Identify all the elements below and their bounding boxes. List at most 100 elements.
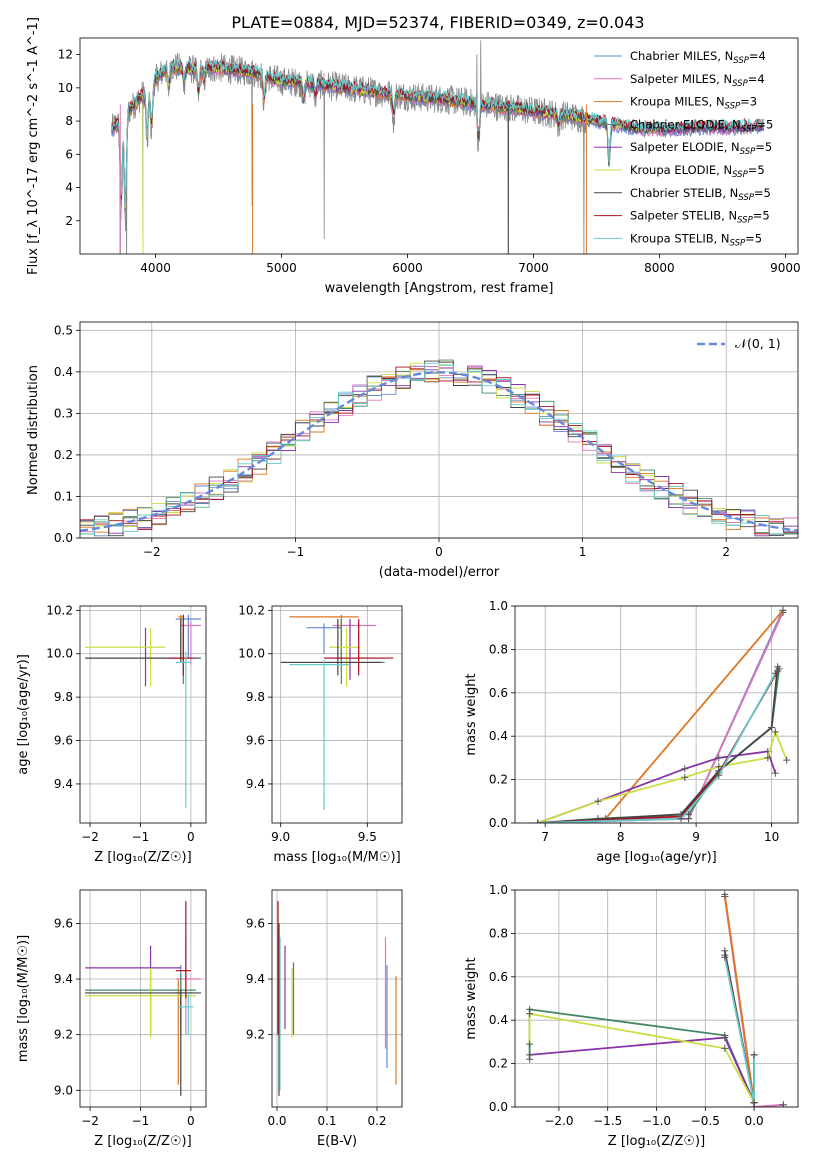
plot-area (80, 359, 798, 537)
plus-marker (750, 1051, 758, 1059)
plot-area (526, 890, 787, 1107)
legend-label: Kroupa STELIB, NSSP=5 (630, 231, 762, 248)
panel-mass-weight-vs-metallicity: −2.0 −1.5 −1.0 −0.5 0.0 0.0 0.2 0.4 0.6 0.8 1.0 Z [… (464, 883, 799, 1149)
plus-marker (771, 728, 779, 736)
x-axis-label: age [log₁₀(age/yr)] (596, 850, 717, 865)
legend-label-value: =5 (748, 163, 765, 177)
y-tick-label: 0.4 (489, 1013, 508, 1027)
legend-label: 𝒩(0, 1) (735, 336, 781, 351)
plus-marker (594, 797, 602, 805)
mass-weight-line-2 (723, 894, 755, 1103)
axes-frame (79, 321, 799, 539)
x-axis-label: E(B-V) (317, 1134, 357, 1149)
x-tick-label: 0 (435, 545, 443, 559)
y-tick-label: 0.2 (489, 773, 508, 787)
x-tick-label: 0 (187, 830, 195, 844)
plus-marker (779, 1101, 787, 1107)
legend-label-main: Kroupa ELODIE, N (630, 163, 732, 177)
x-tick-label: −2 (81, 1114, 99, 1128)
y-tick-label: 2 (65, 214, 73, 228)
legend-label-value: =5 (753, 209, 770, 223)
legend-label-value: =4 (748, 72, 765, 86)
x-tick-label: 0.0 (267, 1114, 286, 1128)
legend-label: Salpeter ELODIE, NSSP=5 (630, 140, 772, 157)
legend-label-subscript: SSP (741, 124, 757, 134)
panel-age-vs-metallicity: −2 −1 0 9.4 9.6 9.8 10.0 10.2 Z [log₁₀(Z/Z☉)] age… (16, 603, 207, 865)
error-bar-point (85, 967, 196, 1038)
mass-weight-line-5 (528, 1012, 755, 1104)
y-tick-label: 9.6 (246, 734, 265, 748)
y-tick-label: 9.6 (246, 916, 265, 930)
x-axis-label: Z [log₁₀(Z/Z☉)] (94, 1134, 191, 1149)
grid-lines (272, 890, 402, 1107)
tick-marks (76, 609, 192, 827)
error-bar-point (175, 901, 191, 999)
grid-lines (515, 889, 798, 1108)
panel-residual-histogram: −2 −1 0 1 2 0.0 0.1 0.2 0.3 0.4 0.5 (data-model)/er… (26, 321, 799, 580)
x-axis-label: Z [log₁₀(Z/Z☉)] (608, 1134, 705, 1149)
y-tick-label: 0.1 (54, 489, 73, 503)
x-tick-label: −0.5 (691, 1114, 720, 1128)
plus-marker (526, 1010, 534, 1018)
x-tick-label: −1 (132, 830, 150, 844)
legend-label-subscript: SSP (737, 216, 753, 226)
axes-frame (271, 889, 403, 1108)
panel-mass-vs-reddening: 0.0 0.1 0.2 9.2 9.4 9.6 E(B-V) (246, 889, 403, 1149)
x-tick-label: −1.0 (642, 1114, 671, 1128)
y-tick-label: 0.2 (489, 1057, 508, 1071)
y-tick-label: 9.4 (246, 777, 265, 791)
legend-label: Chabrier MILES, NSSP=4 (630, 49, 766, 66)
panel-age-vs-mass: 9.0 9.5 9.4 9.6 9.8 10.0 10.2 mass [log₁₀(M/M☉)… (238, 603, 403, 865)
tick-labels: 4000 5000 6000 7000 8000 9000 2 4 6 8 10 12 (58, 48, 801, 275)
plus-marker (681, 765, 689, 773)
tick-marks (76, 922, 192, 1111)
error-bar-point (178, 992, 194, 1035)
plus-marker (779, 606, 787, 614)
error-bar-point (175, 651, 191, 808)
legend-label-main: Kroupa MILES, N (630, 95, 725, 109)
error-bar-point (180, 621, 201, 665)
x-tick-label: 5000 (266, 261, 297, 275)
grid-lines (80, 606, 206, 823)
legend-label-value: =5 (755, 140, 772, 154)
axes-frame (79, 889, 207, 1108)
x-tick-label: 7000 (518, 261, 549, 275)
y-tick-label: 9.4 (54, 972, 73, 986)
y-tick-label: 0.6 (489, 686, 508, 700)
plot-area (85, 901, 201, 1096)
plot-area (277, 901, 397, 1096)
y-axis-label: Normed distribution (26, 365, 41, 495)
tick-labels: 7 8 9 10 0.0 0.2 0.4 0.6 0.8 1.0 (489, 599, 779, 844)
panel-mass-vs-metallicity: −2 −1 0 9.0 9.2 9.4 9.6 Z [log₁₀(Z/Z☉)] mass [lo… (16, 889, 207, 1149)
y-tick-label: 9.6 (54, 916, 73, 930)
plot-area (111, 40, 765, 254)
legend-label-main: Kroupa STELIB, N (630, 231, 730, 245)
grid-lines (80, 890, 206, 1107)
legend-label-subscript: SSP (730, 238, 746, 248)
x-tick-label: −2.0 (544, 1114, 573, 1128)
legend-label-main: Salpeter ELODIE, N (630, 140, 740, 154)
plus-marker (750, 1099, 758, 1107)
tick-marks (76, 54, 786, 258)
legend-label-subscript: SSP (738, 193, 754, 203)
legend-label-value: =4 (749, 49, 766, 63)
mass-weight-line-8 (537, 672, 777, 823)
y-tick-label: 12 (58, 48, 73, 62)
residual-histogram-6 (80, 360, 798, 537)
y-tick-label: 4 (65, 181, 73, 195)
residual-histogram-8 (80, 362, 798, 535)
x-tick-label: 0 (187, 1114, 195, 1128)
legend-label-subscript: SSP (725, 102, 741, 112)
y-tick-label: 1.0 (489, 883, 508, 897)
y-tick-label: 0.4 (489, 729, 508, 743)
x-axis-label: mass [log₁₀(M/M☉)] (273, 850, 400, 865)
x-axis-label: Z [log₁₀(Z/Z☉)] (94, 850, 191, 865)
y-tick-label: 9.0 (54, 1083, 73, 1097)
y-tick-label: 10.2 (46, 603, 73, 617)
tick-labels: −2 −1 0 9.4 9.6 9.8 10.0 10.2 (46, 603, 194, 844)
y-tick-label: 0.5 (54, 323, 73, 337)
axes-frame (514, 889, 799, 1108)
y-tick-label: 8 (65, 114, 73, 128)
y-tick-label: 9.8 (54, 690, 73, 704)
